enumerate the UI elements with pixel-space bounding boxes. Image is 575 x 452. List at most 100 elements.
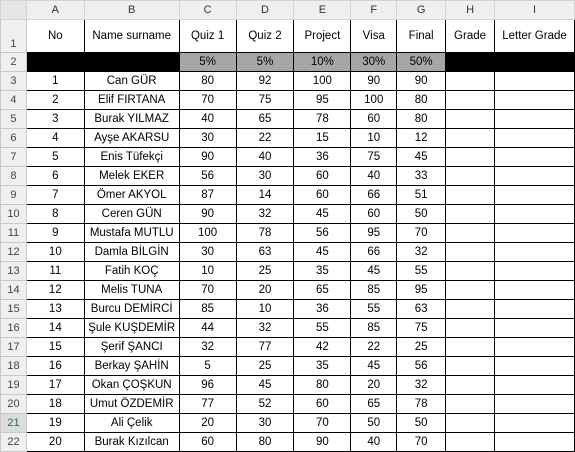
data-cell[interactable]: 70 [293,413,352,433]
weight-cell[interactable]: 50% [396,52,447,72]
row-number[interactable]: 16 [0,318,27,338]
header-cell[interactable]: Name surname [83,19,180,53]
row-number[interactable]: 9 [0,185,27,205]
data-cell[interactable]: 20 [25,432,85,452]
data-cell[interactable]: 80 [293,375,352,395]
row-number[interactable]: 12 [0,242,27,262]
data-cell[interactable]: 75 [350,147,398,167]
header-cell[interactable]: Final [396,19,447,53]
letter-grade-cell[interactable] [494,90,575,110]
data-cell[interactable]: 12 [25,280,85,300]
data-cell[interactable]: 13 [25,299,85,319]
grade-cell[interactable] [445,71,495,91]
row-number[interactable]: 7 [0,147,27,167]
row-number[interactable]: 8 [0,166,27,186]
data-cell[interactable]: 78 [293,109,352,129]
data-cell[interactable]: 30 [235,413,295,433]
data-cell[interactable]: 14 [25,318,85,338]
data-cell[interactable]: 65 [350,394,398,414]
row-number[interactable]: 2 [0,52,27,72]
name-cell[interactable]: Melis TUNA [83,280,180,300]
letter-grade-cell[interactable] [494,337,575,357]
grade-cell[interactable] [445,356,495,376]
name-cell[interactable]: Burak YILMAZ [83,109,180,129]
header-cell[interactable]: Project [293,19,352,53]
grade-cell[interactable] [445,394,495,414]
data-cell[interactable]: 45 [350,261,398,281]
data-cell[interactable]: 18 [25,394,85,414]
name-cell[interactable]: Fatih KOÇ [83,261,180,281]
header-cell[interactable]: Visa [350,19,398,53]
letter-grade-cell[interactable] [494,375,575,395]
data-cell[interactable]: 32 [396,375,447,395]
letter-grade-cell[interactable] [494,128,575,148]
name-cell[interactable]: Ceren GÜN [83,204,180,224]
data-cell[interactable]: 60 [293,185,352,205]
name-cell[interactable]: Okan ÇOŞKUN [83,375,180,395]
data-cell[interactable]: 44 [178,318,237,338]
column-header-h[interactable]: H [445,0,495,20]
header-cell[interactable]: Grade [445,19,495,53]
letter-grade-cell[interactable] [494,299,575,319]
data-cell[interactable]: 35 [293,356,352,376]
grade-cell[interactable] [445,318,495,338]
data-cell[interactable]: 100 [350,90,398,110]
row-number[interactable]: 11 [0,223,27,243]
data-cell[interactable]: 20 [178,413,237,433]
grade-cell[interactable] [445,223,495,243]
data-cell[interactable]: 8 [25,204,85,224]
name-cell[interactable]: Damla BİLGİN [83,242,180,262]
weight-cell[interactable]: 5% [235,52,295,72]
data-cell[interactable]: 56 [396,356,447,376]
weight-cell[interactable]: 5% [178,52,237,72]
letter-grade-cell[interactable] [494,261,575,281]
column-header-i[interactable]: I [494,0,575,20]
data-cell[interactable]: 70 [178,90,237,110]
data-cell[interactable]: 9 [25,223,85,243]
row-number[interactable]: 14 [0,280,27,300]
data-cell[interactable]: 100 [293,71,352,91]
data-cell[interactable]: 22 [350,337,398,357]
data-cell[interactable]: 3 [25,109,85,129]
data-cell[interactable]: 50 [350,413,398,433]
name-cell[interactable]: Ayşe AKARSU [83,128,180,148]
data-cell[interactable]: 10 [25,242,85,262]
data-cell[interactable]: 19 [25,413,85,433]
data-cell[interactable]: 12 [396,128,447,148]
grade-cell[interactable] [445,147,495,167]
data-cell[interactable]: 65 [235,109,295,129]
letter-grade-cell[interactable] [494,204,575,224]
grade-cell[interactable] [445,413,495,433]
data-cell[interactable]: 70 [396,223,447,243]
data-cell[interactable]: 36 [293,299,352,319]
data-cell[interactable]: 70 [396,432,447,452]
name-cell[interactable]: Burak Kızılcan [83,432,180,452]
blank-cell[interactable] [83,52,180,72]
name-cell[interactable]: Mustafa MUTLU [83,223,180,243]
data-cell[interactable]: 60 [293,394,352,414]
data-cell[interactable]: 40 [350,166,398,186]
row-number[interactable]: 20 [0,394,27,414]
data-cell[interactable]: 7 [25,185,85,205]
data-cell[interactable]: 40 [178,109,237,129]
row-number[interactable]: 21 [0,413,27,433]
grade-cell[interactable] [445,204,495,224]
data-cell[interactable]: 55 [350,299,398,319]
data-cell[interactable]: 25 [235,261,295,281]
letter-grade-cell[interactable] [494,394,575,414]
data-cell[interactable]: 6 [25,166,85,186]
select-all-corner[interactable] [0,0,27,20]
data-cell[interactable]: 95 [396,280,447,300]
name-cell[interactable]: Burcu DEMİRCİ [83,299,180,319]
data-cell[interactable]: 66 [350,185,398,205]
name-cell[interactable]: Ömer AKYOL [83,185,180,205]
row-number[interactable]: 3 [0,71,27,91]
grade-cell[interactable] [445,375,495,395]
grade-cell[interactable] [445,299,495,319]
data-cell[interactable]: 45 [235,375,295,395]
data-cell[interactable]: 55 [293,318,352,338]
row-number[interactable]: 22 [0,432,27,452]
data-cell[interactable]: 4 [25,128,85,148]
data-cell[interactable]: 35 [293,261,352,281]
data-cell[interactable]: 40 [235,147,295,167]
